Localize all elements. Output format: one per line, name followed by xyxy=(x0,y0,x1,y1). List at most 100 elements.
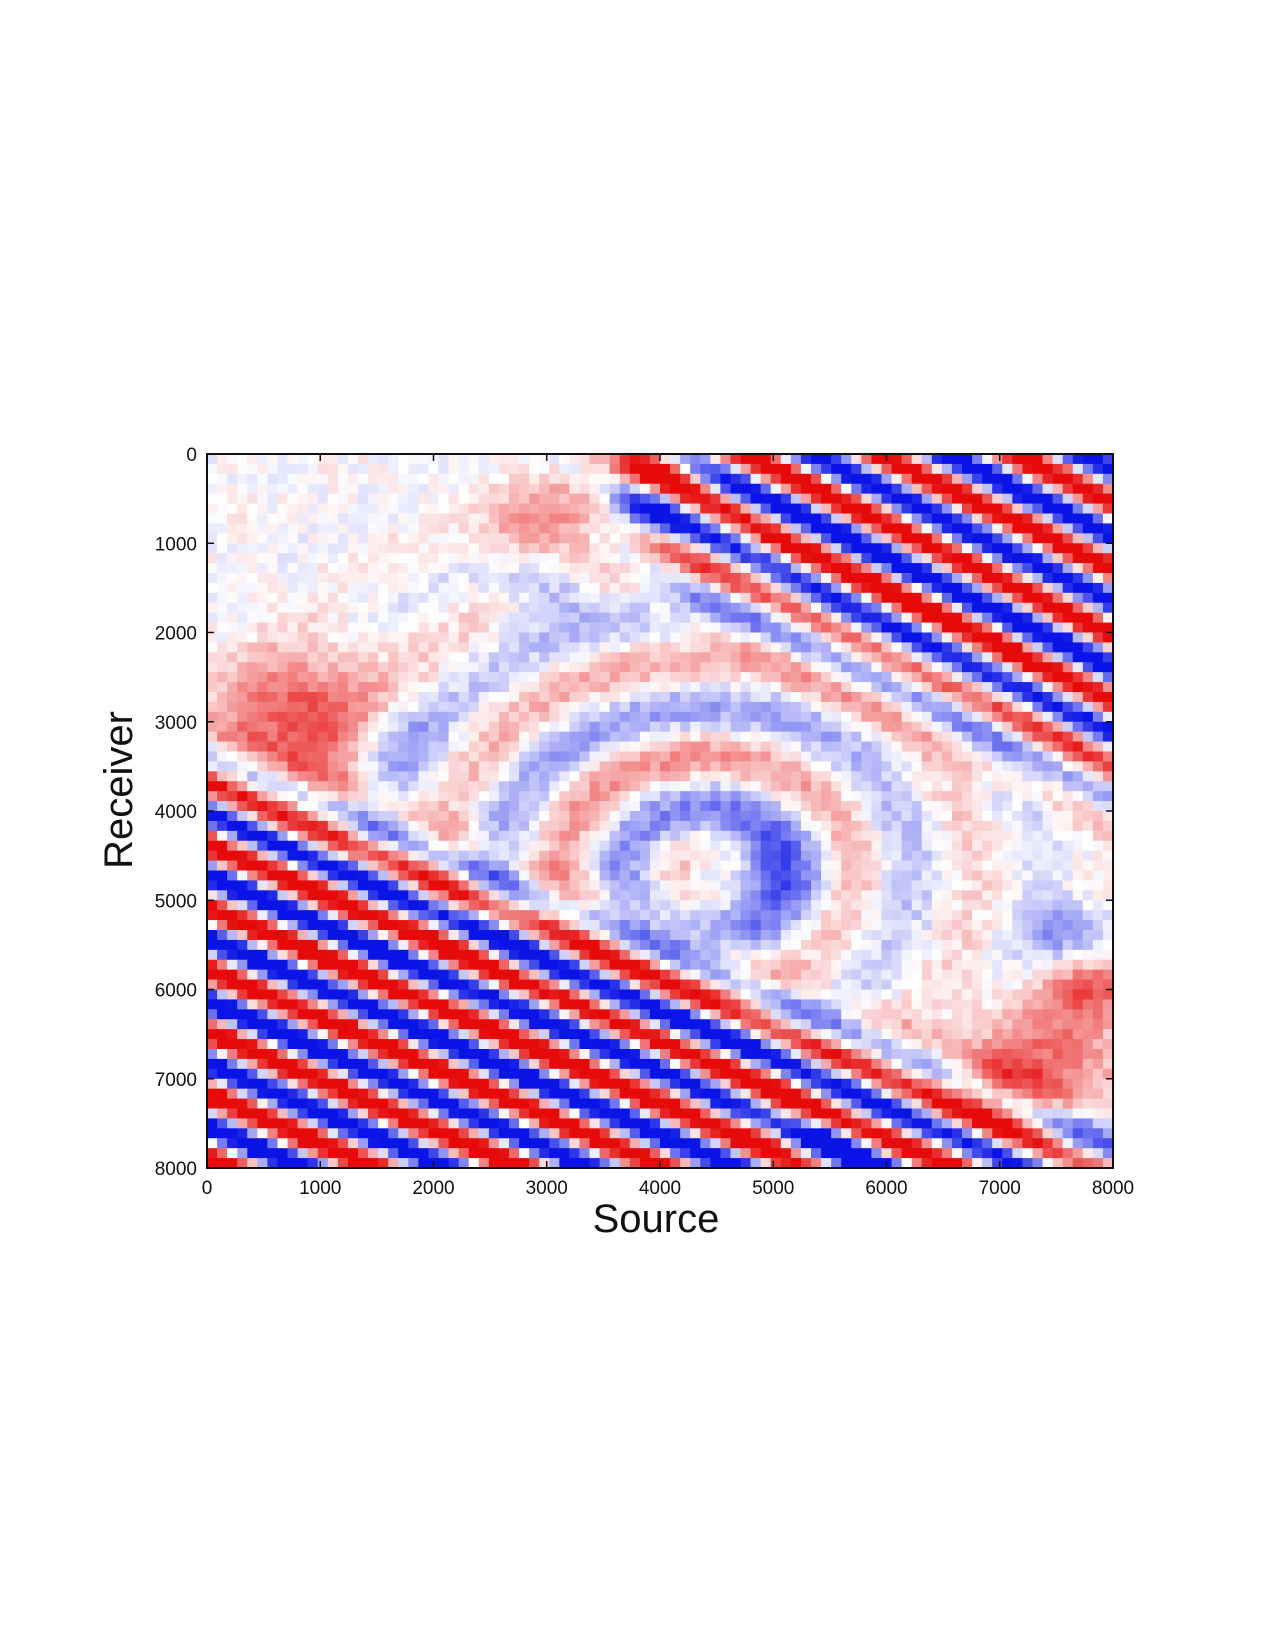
heatmap-cell xyxy=(911,939,923,951)
heatmap-cell xyxy=(1092,820,1104,832)
heatmap-cell xyxy=(841,632,852,644)
heatmap-cell xyxy=(861,582,872,594)
heatmap-cell xyxy=(317,860,329,872)
heatmap-cell xyxy=(851,563,862,574)
heatmap-cell xyxy=(790,731,802,743)
heatmap-cell xyxy=(337,731,349,743)
heatmap-cell xyxy=(639,920,651,931)
heatmap-cell xyxy=(347,731,359,743)
heatmap-cell xyxy=(1022,533,1034,544)
heatmap-cell xyxy=(730,791,742,802)
heatmap-cell xyxy=(841,979,852,991)
heatmap-cell xyxy=(509,463,520,475)
heatmap-cell xyxy=(267,563,279,574)
heatmap-cell xyxy=(992,642,1003,653)
heatmap-cell xyxy=(539,622,550,634)
heatmap-cell xyxy=(619,949,631,961)
heatmap-cell xyxy=(821,979,832,991)
heatmap-cell xyxy=(277,930,289,941)
heatmap-cell xyxy=(941,463,953,475)
heatmap-cell xyxy=(267,493,279,505)
heatmap-cell xyxy=(609,850,621,862)
heatmap-cell xyxy=(1092,949,1104,961)
heatmap-cell xyxy=(358,969,369,981)
heatmap-cell xyxy=(579,870,591,882)
heatmap-cell xyxy=(891,830,903,842)
heatmap-cell xyxy=(1102,791,1114,802)
heatmap-cell xyxy=(519,801,530,812)
heatmap-cell xyxy=(438,563,450,574)
heatmap-cell xyxy=(710,939,721,951)
heatmap-cell xyxy=(418,731,430,743)
heatmap-cell xyxy=(972,791,983,802)
heatmap-cell xyxy=(559,473,570,485)
heatmap-cell xyxy=(579,811,591,822)
heatmap-cell xyxy=(317,989,329,1001)
heatmap-cell xyxy=(921,553,933,564)
heatmap-cell xyxy=(418,850,430,862)
heatmap-cell xyxy=(1042,513,1054,525)
heatmap-cell xyxy=(972,473,983,485)
heatmap-cell xyxy=(549,840,560,852)
heatmap-cell xyxy=(629,602,641,614)
heatmap-cell xyxy=(811,483,822,495)
heatmap-cell xyxy=(297,513,309,525)
heatmap-cell xyxy=(478,612,490,624)
heatmap-cell xyxy=(549,622,560,634)
heatmap-cell xyxy=(428,682,440,693)
heatmap-cell xyxy=(347,454,359,465)
heatmap-cell xyxy=(1032,721,1044,733)
heatmap-cell xyxy=(962,642,973,653)
heatmap-cell xyxy=(428,513,440,525)
heatmap-cell xyxy=(549,612,560,624)
heatmap-cell xyxy=(217,573,228,584)
heatmap-cell xyxy=(670,840,681,852)
heatmap-cell xyxy=(277,553,289,564)
heatmap-cell xyxy=(1072,493,1084,505)
heatmap-cell xyxy=(569,602,581,614)
heatmap-cell xyxy=(629,642,641,653)
heatmap-cell xyxy=(992,959,1003,971)
heatmap-cell xyxy=(1072,543,1084,554)
heatmap-cell xyxy=(921,483,933,495)
heatmap-cell xyxy=(639,612,651,624)
heatmap-cell xyxy=(931,503,943,515)
heatmap-cell xyxy=(358,830,369,842)
heatmap-cell xyxy=(458,701,470,713)
heatmap-cell xyxy=(378,900,389,911)
heatmap-cell xyxy=(579,741,591,753)
heatmap-cell xyxy=(539,939,550,951)
heatmap-cell xyxy=(700,701,711,713)
heatmap-cell xyxy=(881,513,893,525)
heatmap-cell xyxy=(972,949,983,961)
heatmap-cell xyxy=(780,989,792,1001)
heatmap-cell xyxy=(438,503,450,515)
heatmap-cell xyxy=(821,543,832,554)
heatmap-cell xyxy=(891,820,903,832)
heatmap-cell xyxy=(841,672,852,683)
heatmap-cell xyxy=(700,692,711,703)
heatmap-cell xyxy=(569,573,581,584)
heatmap-cell xyxy=(972,979,983,991)
heatmap-cell xyxy=(1102,483,1114,495)
heatmap-cell xyxy=(337,870,349,882)
heatmap-cell xyxy=(589,751,601,763)
heatmap-cell xyxy=(972,493,983,505)
heatmap-cell xyxy=(700,642,711,653)
heatmap-cell xyxy=(881,473,893,485)
heatmap-cell xyxy=(569,771,581,782)
heatmap-cell xyxy=(358,592,369,604)
heatmap-cell xyxy=(408,959,419,971)
heatmap-cell xyxy=(539,811,550,822)
heatmap-cell xyxy=(398,582,409,594)
heatmap-cell xyxy=(317,493,329,505)
heatmap-cell xyxy=(267,969,279,981)
heatmap-cell xyxy=(629,563,641,574)
heatmap-cell xyxy=(317,979,329,991)
heatmap-cell xyxy=(629,731,641,743)
heatmap-cell xyxy=(1022,483,1034,495)
heatmap-cell xyxy=(710,513,721,525)
heatmap-cell xyxy=(992,652,1003,663)
heatmap-cell xyxy=(539,791,550,802)
heatmap-cell xyxy=(488,781,500,792)
